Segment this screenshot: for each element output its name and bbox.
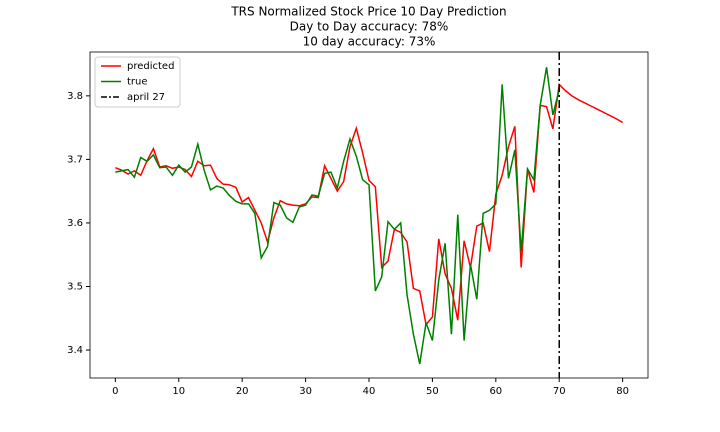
line	[115, 67, 560, 365]
chart-subtitle: 10 day accuracy: 73%	[303, 35, 436, 49]
y-tick-label: 3.7	[67, 154, 83, 165]
x-tick-label: 80	[616, 386, 629, 397]
x-tick-label: 40	[363, 386, 376, 397]
plot-frame	[89, 51, 649, 379]
x-tick-label: 50	[426, 386, 439, 397]
legend-label: predicted	[127, 61, 174, 72]
x-tick-label: 30	[299, 386, 312, 397]
legend-label: true	[127, 77, 148, 88]
legend-box	[94, 56, 181, 108]
x-tick-label: 60	[489, 386, 502, 397]
y-tick-label: 3.5	[67, 281, 83, 292]
chart-title: TRS Normalized Stock Price 10 Day Predic…	[230, 5, 506, 19]
chart-subtitle: Day to Day accuracy: 78%	[290, 20, 449, 34]
y-tick-label: 3.8	[67, 91, 83, 102]
x-tick-label: 0	[112, 386, 118, 397]
y-tick-label: 3.4	[67, 345, 83, 356]
x-tick-label: 20	[236, 386, 249, 397]
x-tick-label: 70	[553, 386, 566, 397]
y-tick-label: 3.6	[67, 218, 83, 229]
x-tick-label: 10	[172, 386, 185, 397]
legend-label: april 27	[127, 92, 165, 103]
line	[115, 82, 624, 327]
